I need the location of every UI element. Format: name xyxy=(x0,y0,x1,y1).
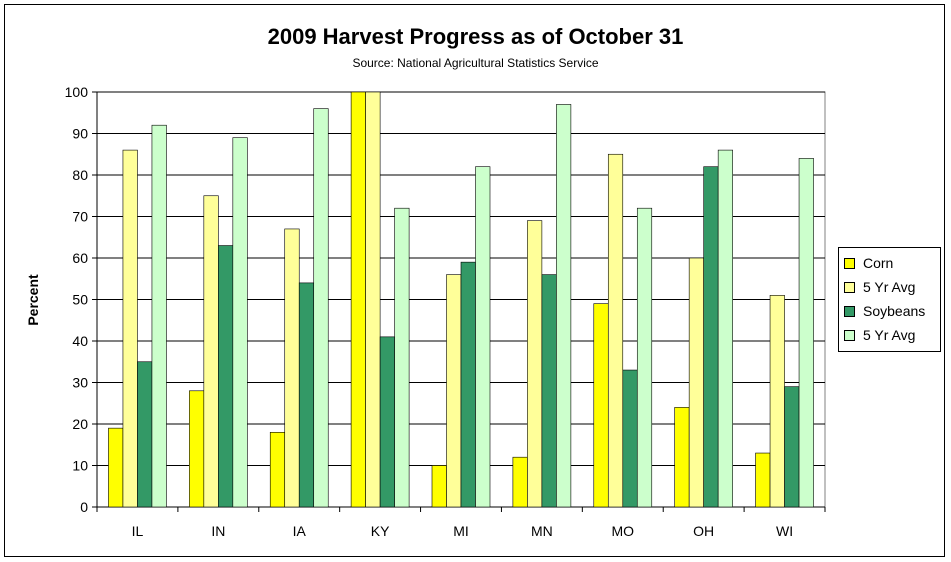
legend-label: 5 Yr Avg xyxy=(863,327,916,343)
x-tick-label: OH xyxy=(693,523,714,539)
bar xyxy=(189,390,205,508)
bar xyxy=(284,228,300,508)
y-axis-label: Percent xyxy=(25,274,41,326)
legend-label: 5 Yr Avg xyxy=(863,279,916,295)
chart-subtitle: Source: National Agricultural Statistics… xyxy=(352,56,599,70)
legend-swatch xyxy=(844,329,855,341)
bar xyxy=(688,257,704,508)
y-tick-label: 10 xyxy=(72,458,88,474)
x-tick-label: IN xyxy=(211,523,225,539)
bar xyxy=(203,195,219,508)
bar xyxy=(556,104,572,508)
bar xyxy=(717,149,733,508)
bar xyxy=(460,261,476,508)
bar xyxy=(379,336,395,508)
y-tick-label: 40 xyxy=(72,333,88,349)
bar xyxy=(108,427,124,508)
legend-item: Corn xyxy=(839,251,940,275)
chart-title: 2009 Harvest Progress as of October 31 xyxy=(267,24,684,49)
bar xyxy=(350,91,366,508)
bar xyxy=(137,361,153,508)
bar xyxy=(394,207,410,508)
y-tick-label: 0 xyxy=(80,499,88,515)
bar xyxy=(755,452,771,508)
bar xyxy=(122,149,138,508)
y-tick-label: 20 xyxy=(72,416,88,432)
y-tick-label: 50 xyxy=(72,292,88,308)
bar xyxy=(512,456,528,508)
bar xyxy=(298,282,315,508)
y-tick-label: 60 xyxy=(72,250,88,266)
bar xyxy=(798,158,814,508)
bar xyxy=(365,91,381,508)
bar xyxy=(607,153,624,508)
bar xyxy=(674,407,690,508)
legend-item: 5 Yr Avg xyxy=(839,275,940,299)
x-tick-label: MO xyxy=(611,523,634,539)
x-tick-label: MN xyxy=(531,523,553,539)
bar xyxy=(703,166,719,508)
bar xyxy=(151,124,167,508)
legend-label: Soybeans xyxy=(863,303,926,319)
legend-swatch xyxy=(844,257,855,269)
legend-swatch xyxy=(844,281,855,293)
bar xyxy=(527,220,543,508)
y-tick-label: 30 xyxy=(72,375,88,391)
legend-label: Corn xyxy=(863,255,894,271)
legend-item: 5 Yr Avg xyxy=(839,323,940,347)
y-tick-label: 70 xyxy=(72,209,88,225)
x-tick-label: WI xyxy=(776,523,793,539)
legend-item: Soybeans xyxy=(839,299,940,323)
legend-swatch xyxy=(844,305,855,317)
x-tick-label: IL xyxy=(132,523,144,539)
bar xyxy=(769,295,785,508)
y-tick-label: 80 xyxy=(72,167,88,183)
y-tick-label: 100 xyxy=(65,84,89,100)
bar xyxy=(636,207,653,508)
bar xyxy=(218,245,234,508)
bar xyxy=(431,465,447,508)
chart-legend: Corn 5 Yr Avg Soybeans 5 Yr Avg xyxy=(838,247,941,352)
x-tick-label: KY xyxy=(371,523,390,539)
y-tick-label: 90 xyxy=(72,126,88,142)
bar xyxy=(475,166,491,508)
bar xyxy=(784,386,800,508)
bar xyxy=(232,137,248,508)
bar xyxy=(446,274,462,508)
x-tick-label: IA xyxy=(293,523,307,539)
bar xyxy=(313,108,329,508)
bar xyxy=(622,369,638,508)
bar xyxy=(541,274,557,508)
bar xyxy=(593,303,609,508)
x-tick-label: MI xyxy=(453,523,469,539)
bar xyxy=(269,431,286,508)
